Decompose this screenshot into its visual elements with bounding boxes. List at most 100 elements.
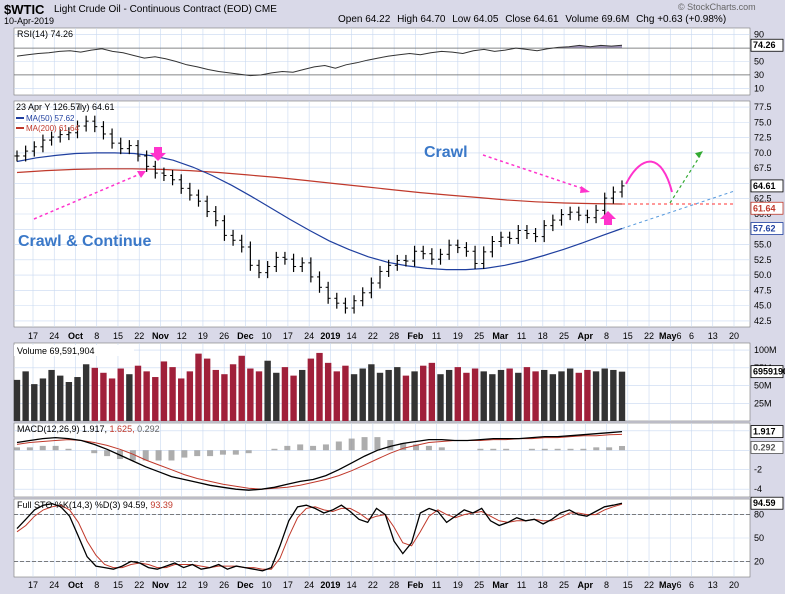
price-last-value-box	[750, 179, 784, 193]
crawl-continue-arrow	[33, 173, 141, 220]
rsi-line	[16, 44, 623, 77]
macd-histogram-bar	[142, 450, 149, 461]
macd-histogram-bar	[541, 448, 548, 451]
volume-bar	[290, 375, 297, 421]
macd-histogram-bar	[348, 438, 355, 451]
x-tick-label: Feb	[407, 331, 424, 341]
macd-hist-last-value-box	[750, 441, 784, 454]
x-tick-label: 20	[729, 331, 739, 341]
volume-bar	[350, 374, 358, 421]
chart-date: 10-Apr-2019	[4, 16, 55, 26]
volume-bar	[515, 372, 522, 421]
volume-y-tick-label: 100M	[754, 345, 777, 355]
macd-histogram-bar	[528, 448, 535, 451]
volume-title-bg	[14, 345, 134, 356]
volume-bar	[82, 364, 90, 421]
x-tick-label: May6	[659, 331, 682, 341]
x-tick-label: Mar	[492, 580, 509, 590]
macd-histogram-bar	[271, 448, 278, 451]
macd-histogram-bar	[129, 450, 136, 461]
price-projection-arc	[625, 160, 673, 193]
x-tick-label: 28	[389, 580, 399, 590]
rsi-y-tick-label: 90	[754, 30, 764, 40]
ma50-last-value: 57.62	[753, 224, 776, 234]
sto-k-line	[16, 502, 623, 572]
price-y-tick-label: 75.0	[754, 117, 772, 127]
macd-histogram-bar	[207, 450, 214, 457]
volume-bar	[394, 367, 401, 421]
macd-histogram-bar	[219, 450, 226, 455]
volume-bar	[143, 371, 150, 421]
volume-bar	[489, 374, 496, 421]
price-y-tick-label: 42.5	[754, 316, 772, 326]
sto-y-tick-label: 20	[754, 556, 764, 566]
volume-bar	[610, 369, 617, 421]
macd-histogram-bar	[168, 450, 175, 461]
x-tick-label: 17	[283, 331, 293, 341]
volume-bar	[108, 378, 116, 421]
macd-hist-last-value: 0.292	[753, 442, 776, 452]
sto-y-tick-label: 80	[754, 510, 764, 520]
price-title-date: 23 Apr Y 126.57	[16, 102, 80, 112]
ma200-last-value-box	[750, 201, 784, 215]
macd-histogram-bar	[232, 450, 239, 455]
macd-histogram-bar	[65, 448, 72, 451]
price-title: ily) 64.61	[78, 102, 115, 112]
macd-histogram-bar	[413, 444, 420, 451]
rsi-y-tick-label: 30	[754, 70, 764, 80]
volume-bar	[368, 364, 375, 421]
x-tick-label: 15	[113, 331, 123, 341]
volume-bar	[342, 365, 349, 421]
macd-histogram-bar	[245, 450, 252, 454]
x-tick-label: 13	[708, 331, 718, 341]
x-tick-label: 17	[283, 580, 293, 590]
x-tick-label: Mar	[492, 331, 509, 341]
macd-histogram-bar	[155, 450, 162, 461]
volume-bar	[74, 377, 81, 421]
volume-bar	[13, 379, 21, 421]
macd-histogram-bar	[14, 447, 20, 451]
volume-bar	[65, 382, 73, 421]
x-tick-label: Oct	[68, 580, 83, 590]
ma50-projection	[621, 190, 736, 230]
chg-value: +0.63 (+0.98%)	[657, 14, 727, 25]
macd-histogram-bar	[567, 448, 574, 451]
volume-bar	[385, 369, 392, 421]
volume-bar	[281, 367, 289, 421]
volume-bar	[160, 361, 168, 421]
x-tick-label: 15	[623, 580, 633, 590]
price-y-tick-label: 45.0	[754, 301, 772, 311]
volume-bar	[203, 358, 211, 421]
volume-bar	[299, 369, 306, 421]
x-tick-label: 6	[689, 331, 694, 341]
x-tick-label: 24	[49, 331, 59, 341]
x-tick-label: 10	[262, 580, 272, 590]
legend-label: MA(200) 61.64	[26, 124, 79, 133]
volume-bar	[497, 369, 505, 421]
volume-bar	[264, 360, 271, 421]
x-tick-label: Nov	[152, 331, 169, 341]
volume-bar	[592, 371, 600, 421]
macd-histogram-bar	[310, 445, 317, 451]
price-y-tick-label: 47.5	[754, 285, 772, 295]
macd-histogram-bar	[477, 448, 484, 451]
volume-bar	[471, 368, 479, 421]
macd-histogram-bar	[490, 448, 497, 451]
x-tick-label: 26	[219, 331, 229, 341]
macd-y-tick-label: -2	[754, 465, 762, 475]
x-tick-label: Apr	[578, 580, 594, 590]
volume-bar	[31, 384, 38, 421]
x-tick-label: 25	[559, 331, 569, 341]
x-tick-label: 17	[28, 580, 38, 590]
volume-bar	[402, 375, 410, 421]
volume-bar	[420, 365, 427, 421]
macd-histogram-bar	[104, 450, 111, 457]
x-tick-label: 15	[623, 331, 633, 341]
annotation-crawl: Crawl	[424, 144, 468, 161]
ma50-line	[16, 152, 623, 271]
macd-histogram-bar	[503, 448, 510, 451]
price-y-tick-label: 67.5	[754, 163, 772, 173]
macd-histogram-bar	[425, 445, 432, 451]
volume-bar	[117, 368, 124, 421]
volume-bar	[454, 367, 461, 421]
